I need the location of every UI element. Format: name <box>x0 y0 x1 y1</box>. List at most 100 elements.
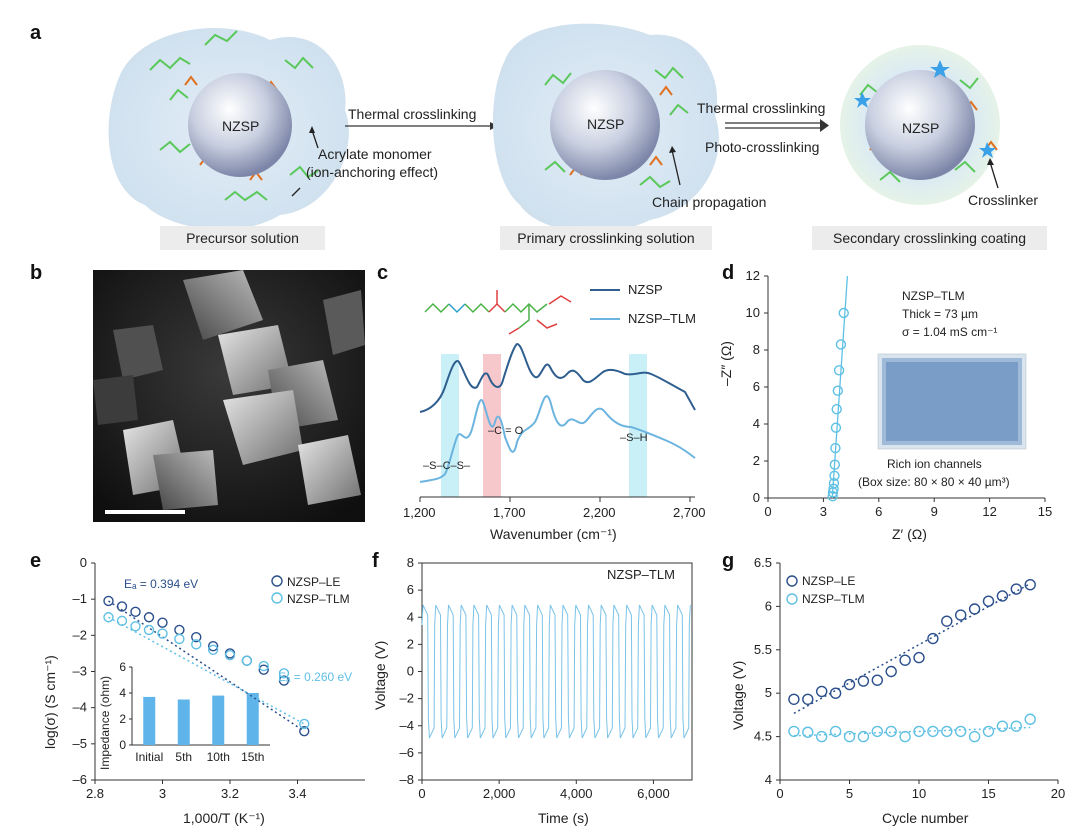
panel-e-ea-1: Eₐ = 0.394 eV <box>124 577 199 591</box>
data-point <box>830 442 841 454</box>
stage3-caption: Secondary crosslinking coating <box>812 226 1047 250</box>
panel-c-chart <box>419 289 696 502</box>
data-point-le <box>258 664 269 675</box>
stage1-core-label: NZSP <box>222 118 260 134</box>
panel-d-xtick: 9 <box>931 504 938 519</box>
panel-e-ytick: –3 <box>73 664 87 679</box>
inset-ytick: 4 <box>119 686 126 700</box>
panel-d-xtick: 12 <box>982 504 996 519</box>
data-point-tlm <box>982 725 995 738</box>
panel-f-ylabel: Voltage (V) <box>372 640 388 710</box>
legend-marker-0 <box>271 575 283 587</box>
panel-f-ytick: –4 <box>400 718 414 733</box>
panel-d-info-0: NZSP–TLM <box>902 289 965 303</box>
panel-e-ytick: 0 <box>80 555 87 570</box>
data-point-tlm <box>258 660 269 672</box>
data-point-tlm <box>1024 713 1036 725</box>
data-point-le <box>278 675 290 686</box>
arrow1-label: Thermal crosslinking <box>348 106 477 122</box>
data-point <box>828 477 840 489</box>
panel-f-ytick: 0 <box>407 664 414 679</box>
panel-d-xtick: 15 <box>1038 504 1052 519</box>
panel-c-xtick-3: 2,700 <box>673 505 706 520</box>
panel-f-letter: f <box>372 550 379 572</box>
data-point-tlm <box>843 730 856 743</box>
panel-g-xtick: 5 <box>846 786 853 801</box>
data-point <box>829 459 841 470</box>
data-point-le <box>843 678 856 691</box>
panel-d-ylabel: –Z″ (Ω) <box>718 341 734 386</box>
data-point-le <box>871 674 884 686</box>
data-point-le <box>130 606 141 618</box>
data-point-le <box>941 615 953 627</box>
data-point-le <box>885 665 897 678</box>
data-point-le <box>788 693 800 705</box>
data-point-tlm <box>143 624 155 636</box>
inset-ytick: 2 <box>119 712 126 726</box>
inset-category-label: Initial <box>135 750 163 764</box>
panel-d-xtick: 6 <box>875 504 882 519</box>
panel-d-inset-caption-1: Rich ion channels <box>887 457 982 471</box>
data-point <box>830 422 842 433</box>
data-point-le <box>143 612 155 623</box>
data-point <box>835 339 847 350</box>
inset-category-label: 15th <box>241 750 264 764</box>
panel-e-ytick: –2 <box>73 627 87 642</box>
panel-e-inset-ylabel: Impedance (ohm) <box>98 675 112 770</box>
data-point-tlm <box>996 720 1009 732</box>
legend-marker-0 <box>786 575 798 587</box>
data-point-tlm <box>157 628 168 639</box>
data-point-tlm <box>885 725 897 738</box>
data-point-le <box>802 693 814 705</box>
panel-f-ytick: 6 <box>407 582 414 597</box>
arrow2-label-top: Thermal crosslinking <box>697 100 826 116</box>
band-scs <box>441 354 459 497</box>
panel-e-chart: 0 2 4 6 Initial 5th 10th 15th 2.8 3 3.2 3.4 0 –1 –2 –3… <box>73 555 365 801</box>
panel-e-ytick: –1 <box>73 591 87 606</box>
panel-d-ytick: 2 <box>753 453 760 468</box>
panel-e-xlabel: 1,000/T (K⁻¹) <box>183 810 265 826</box>
stage2-core-label: NZSP <box>587 116 625 132</box>
panel-g-xtick: 20 <box>1051 786 1065 801</box>
panel-g-ytick: 4 <box>765 772 772 787</box>
data-point <box>833 365 845 376</box>
panel-e-xtick: 2.8 <box>86 786 104 801</box>
data-point <box>832 385 844 396</box>
panel-f-ytick: –2 <box>400 691 414 706</box>
data-point <box>831 403 842 415</box>
panel-g-xtick: 10 <box>912 786 926 801</box>
scale-bar <box>105 510 185 514</box>
panel-g-legend-tlm: NZSP–TLM <box>802 592 865 606</box>
annotation-scs: –S–C–S– <box>423 460 471 472</box>
data-point-tlm <box>941 725 953 738</box>
panel-e-ea-2: Eₐ = 0.260 eV <box>278 670 353 684</box>
annotation-sh: –S–H <box>620 432 648 444</box>
legend-marker-1 <box>271 592 283 604</box>
panel-f-ytick: –6 <box>400 745 414 760</box>
data-point-le <box>1010 583 1022 595</box>
inset-ytick: 6 <box>119 660 126 674</box>
inset-bar <box>177 699 190 745</box>
panel-c-legend-nzsp-tlm: NZSP–TLM <box>628 311 696 326</box>
panel-d-xlabel: Z′ (Ω) <box>892 526 927 542</box>
panel-c-legend-nzsp: NZSP <box>628 282 663 297</box>
panel-d-ytick: 12 <box>746 268 760 283</box>
panel-f-ytick: 4 <box>407 609 414 624</box>
data-point-tlm <box>954 725 967 738</box>
data-point-tlm <box>815 730 828 743</box>
data-point-tlm <box>116 615 128 627</box>
fit-line-1 <box>108 616 305 725</box>
panel-c-xtick-2: 2,200 <box>583 505 616 520</box>
stage2-caption: Primary crosslinking solution <box>500 226 712 250</box>
data-point-le <box>996 590 1009 602</box>
data-point-le <box>103 595 114 607</box>
panel-e-ytick: –4 <box>73 700 87 715</box>
panel-e-xtick: 3.4 <box>288 786 306 801</box>
data-point-tlm <box>191 639 202 650</box>
data-point-le <box>927 632 939 645</box>
data-point-le <box>899 654 911 666</box>
fit-line-0 <box>108 600 305 732</box>
stage1-nzsp-sphere <box>188 73 292 177</box>
panel-f-title: NZSP–TLM <box>607 567 675 582</box>
crosslinker-stars <box>854 60 996 158</box>
